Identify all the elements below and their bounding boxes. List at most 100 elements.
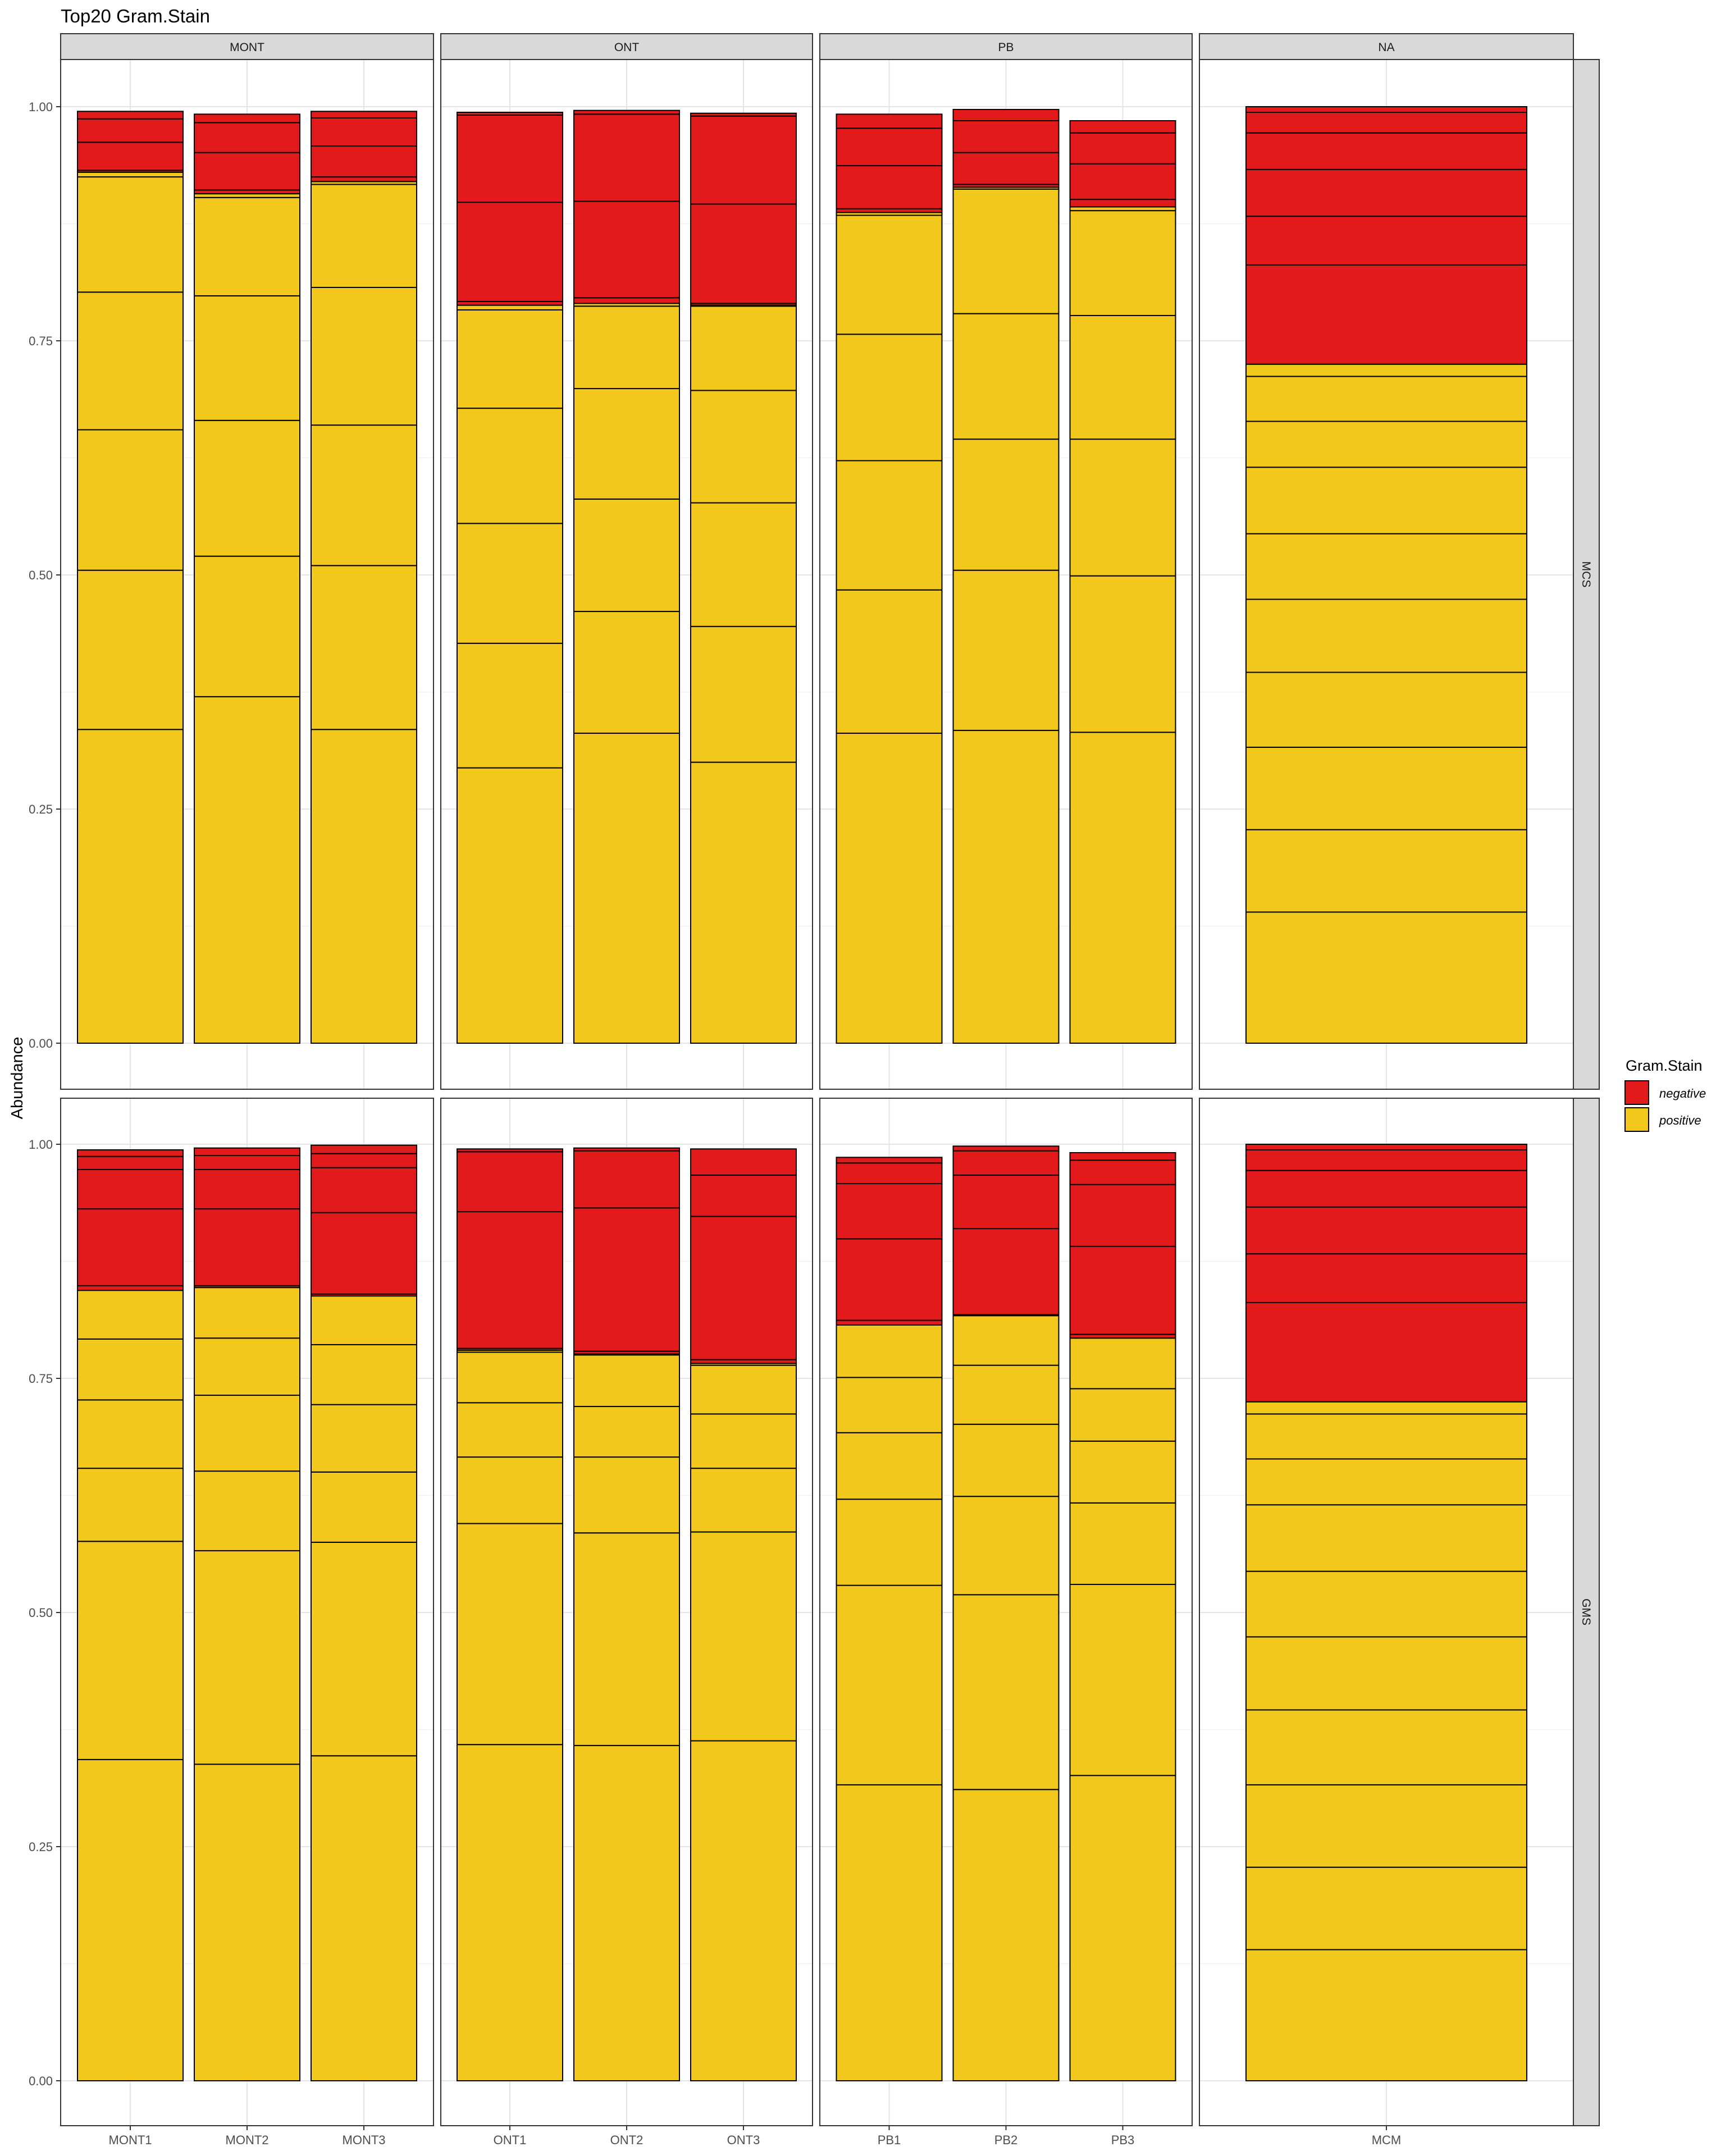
x-tick-label: MCM xyxy=(1372,2133,1402,2147)
bar-segment-positive xyxy=(573,1532,680,1746)
bar-segment-positive xyxy=(836,732,943,1044)
bar-segment-negative xyxy=(1069,120,1176,134)
bar-segment-positive xyxy=(77,1541,184,1760)
bar-segment-positive xyxy=(1245,1570,1527,1638)
bar-segment-positive xyxy=(690,1364,797,1415)
y-tick-label: 0.25 xyxy=(29,802,53,816)
bar-segment-positive xyxy=(194,1550,300,1765)
bar-segment-negative xyxy=(1245,264,1527,365)
bar-segment-negative xyxy=(311,145,417,178)
facet-strip-label: ONT xyxy=(614,41,640,54)
bar-segment-positive xyxy=(1069,1502,1176,1585)
bar-segment-positive xyxy=(77,729,184,1044)
bar-segment-positive xyxy=(836,334,943,462)
bar-segment-negative xyxy=(194,152,300,191)
panel-border xyxy=(440,59,813,1090)
bar-segment-negative xyxy=(457,1148,563,1153)
bar-segment-positive xyxy=(194,696,300,1044)
bar-segment-negative xyxy=(690,1175,797,1217)
x-tick-label: MONT2 xyxy=(226,2133,269,2147)
bar-segment-negative xyxy=(1069,1159,1176,1185)
bar-segment-positive xyxy=(952,1364,1060,1425)
bar-segment-positive xyxy=(952,188,1060,314)
bar-segment-positive xyxy=(1245,467,1527,535)
bar-segment-positive xyxy=(573,1406,680,1458)
bar-segment-positive xyxy=(952,569,1060,731)
facet-strip xyxy=(60,33,434,60)
bar-segment-positive xyxy=(194,193,300,198)
bar-segment-negative xyxy=(194,1208,300,1286)
legend-label-positive: positive xyxy=(1659,1113,1701,1127)
bar-segment-negative xyxy=(311,1167,417,1213)
bar-segment-positive xyxy=(952,1496,1060,1596)
legend: Gram.Stain negative positive xyxy=(1624,1057,1706,1132)
bar-segment-negative xyxy=(1245,1144,1527,1151)
bar-segment-positive xyxy=(311,565,417,730)
bar-segment-positive xyxy=(1069,732,1176,1044)
bar-segment-positive xyxy=(836,1499,943,1586)
bar-segment-negative xyxy=(77,1155,184,1171)
bar-segment-negative xyxy=(1069,1152,1176,1161)
bar-segment-positive xyxy=(1245,672,1527,748)
facet-strip xyxy=(1199,33,1574,60)
bar-segment-negative xyxy=(77,1169,184,1210)
bar-segment-positive xyxy=(690,1468,797,1533)
bar-segment-positive xyxy=(573,498,680,613)
bar-segment-positive xyxy=(457,642,563,769)
bar-segment-negative xyxy=(77,141,184,171)
bar-segment-positive xyxy=(1245,421,1527,468)
bar-segment-negative xyxy=(690,1148,797,1176)
legend-label-negative: negative xyxy=(1659,1086,1706,1100)
bar-segment-negative xyxy=(1069,199,1176,208)
bar-segment-positive xyxy=(311,1295,417,1345)
facet-strip-label: MONT xyxy=(230,41,264,54)
bar-segment-negative xyxy=(573,1207,680,1352)
bar-segment-positive xyxy=(1245,1504,1527,1572)
bar-segment-positive xyxy=(1245,1866,1527,1951)
bar-segment-negative xyxy=(836,1238,943,1321)
bar-segment-positive xyxy=(194,555,300,697)
bar-segment-positive xyxy=(77,569,184,730)
bar-segment-negative xyxy=(457,1151,563,1213)
bar-segment-positive xyxy=(573,1744,680,2081)
bar-segment-negative xyxy=(1245,1253,1527,1303)
x-tick-label: MONT3 xyxy=(343,2133,386,2147)
bar-segment-negative xyxy=(573,113,680,202)
bar-segment-negative xyxy=(77,1285,184,1291)
bar-segment-positive xyxy=(194,1470,300,1551)
bar-segment-negative xyxy=(194,189,300,195)
bar-segment-positive xyxy=(77,171,184,178)
y-tick-label: 0.50 xyxy=(29,568,53,582)
y-tick-label: 0.75 xyxy=(29,1372,53,1386)
bar-segment-positive xyxy=(1069,1775,1176,2081)
bar-segment-negative xyxy=(573,1150,680,1209)
bar-segment-positive xyxy=(690,1413,797,1469)
bar-segment-positive xyxy=(690,625,797,763)
bar-segment-negative xyxy=(194,113,300,124)
bar-segment-positive xyxy=(457,408,563,524)
bar-segment-positive xyxy=(952,729,1060,1044)
bar-segment-negative xyxy=(952,109,1060,122)
bar-segment-positive xyxy=(1245,746,1527,830)
bar-segment-positive xyxy=(457,1456,563,1524)
bar-segment-positive xyxy=(1069,1583,1176,1776)
bar-segment-positive xyxy=(457,309,563,409)
bar-segment-positive xyxy=(1245,376,1527,422)
bar-segment-positive xyxy=(573,611,680,734)
y-tick-label: 0.00 xyxy=(29,2074,53,2088)
bar-segment-negative xyxy=(952,1145,1060,1152)
bar-segment-negative xyxy=(194,1155,300,1171)
bar-segment-positive xyxy=(1069,1440,1176,1504)
bar-segment-positive xyxy=(1245,1709,1527,1785)
bar-segment-positive xyxy=(194,1395,300,1472)
x-tick-label: PB3 xyxy=(1111,2133,1135,2147)
bar-segment-positive xyxy=(1245,1636,1527,1711)
bar-segment-negative xyxy=(457,115,563,203)
bar-segment-positive xyxy=(1069,1337,1176,1390)
bar-segment-positive xyxy=(457,767,563,1044)
bar-segment-positive xyxy=(952,1423,1060,1497)
y-tick-label: 0.00 xyxy=(29,1036,53,1050)
bar-segment-negative xyxy=(194,122,300,153)
bar-segment-negative xyxy=(690,203,797,304)
bar-segment-positive xyxy=(836,1432,943,1500)
